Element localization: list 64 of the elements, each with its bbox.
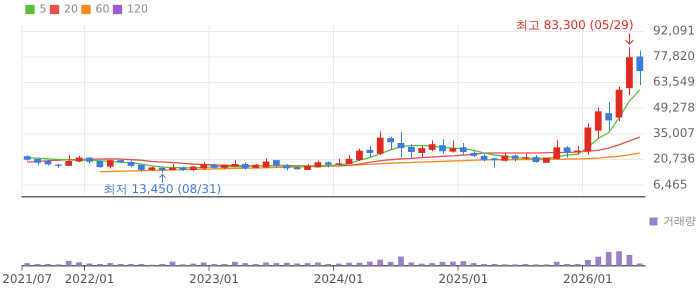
bar: [616, 251, 622, 266]
candlestick: [210, 163, 218, 170]
candlestick: [128, 160, 134, 168]
bar: [470, 263, 477, 266]
bar: [440, 262, 446, 266]
legend-label: 120: [126, 2, 148, 16]
bar: [274, 263, 280, 266]
bar: [107, 263, 114, 266]
y-tick-label: 20,736: [653, 152, 695, 166]
candlestick: [76, 155, 82, 163]
bar: [408, 262, 414, 266]
bar: [24, 263, 30, 266]
bar: [346, 262, 352, 266]
bar: [356, 262, 362, 266]
bar: [429, 263, 435, 266]
bar: [304, 263, 310, 266]
legend-label: 5: [40, 2, 46, 16]
bar: [284, 262, 290, 266]
bar: [606, 252, 612, 266]
bar: [450, 262, 456, 266]
bar: [626, 254, 632, 266]
annotation: 최고 83,300 (05/29): [516, 18, 634, 32]
bar: [263, 262, 269, 266]
x-tick-label: 2021/07: [2, 272, 52, 286]
bar: [398, 256, 404, 266]
candlestick: [44, 159, 52, 166]
candlestick: [273, 159, 280, 168]
x-tick-label: 2023/01: [189, 272, 240, 286]
bar: [636, 263, 643, 266]
x-tick-label: 2026/01: [562, 272, 613, 286]
candlestick: [574, 146, 581, 156]
legend-label: 20: [64, 2, 78, 16]
y-tick-label: 77,820: [653, 49, 695, 64]
y-tick-label: 6,465: [653, 177, 688, 192]
annotation: 최저 13,450 (08/31): [104, 182, 222, 196]
candlestick: [522, 153, 529, 160]
bar: [554, 262, 560, 266]
bar: [200, 262, 207, 266]
candlestick: [34, 158, 41, 166]
x-tick-label: 2025/01: [438, 272, 488, 286]
candlestick: [616, 86, 622, 122]
y-tick-label: 35,007: [653, 126, 695, 140]
bar: [315, 262, 321, 266]
bar: [242, 263, 248, 266]
legend-label: 거래량: [663, 214, 696, 228]
y-tick-label: 92,091: [653, 23, 695, 38]
y-tick-label: 63,549: [653, 74, 695, 89]
bar: [388, 262, 394, 266]
bar: [86, 263, 92, 266]
bar: [366, 262, 373, 266]
bar: [595, 256, 602, 266]
candlestick: [54, 163, 62, 168]
bar: [377, 260, 384, 266]
bar: [460, 261, 466, 266]
bar: [585, 260, 591, 266]
y-tick-label: 49,278: [653, 100, 695, 114]
bar: [170, 262, 176, 266]
bar: [294, 263, 300, 266]
x-tick-label: 2022/01: [64, 272, 114, 286]
x-tick-label: 2024/01: [314, 272, 364, 286]
bar: [66, 260, 72, 266]
legend-label: 60: [95, 2, 110, 16]
bar: [232, 262, 238, 266]
candlestick: [532, 154, 540, 164]
